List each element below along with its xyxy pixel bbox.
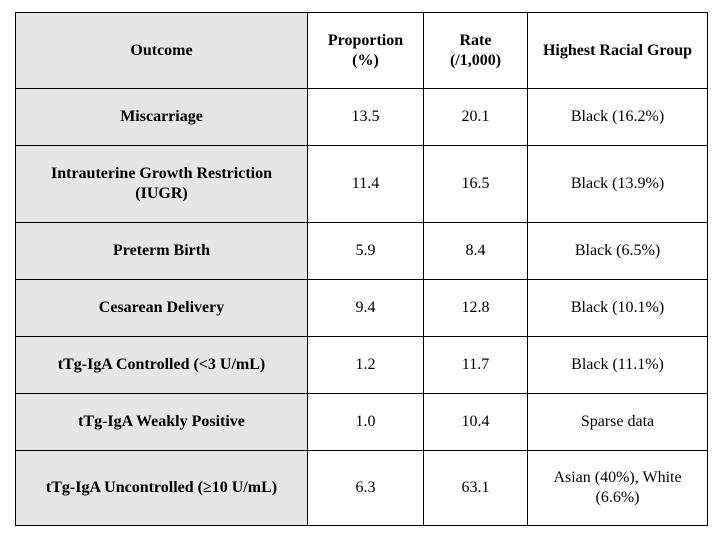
cell-proportion: 1.2 [307, 336, 424, 394]
cell-group: Black (6.5%) [527, 222, 708, 280]
cell-proportion: 5.9 [307, 222, 424, 280]
cell-rate: 11.7 [423, 336, 528, 394]
cell-group: Sparse data [527, 393, 708, 451]
cell-outcome: tTg-IgA Uncontrolled (≥10 U/mL) [15, 450, 308, 526]
cell-outcome: Miscarriage [15, 88, 308, 146]
cell-group: Black (10.1%) [527, 279, 708, 337]
cell-proportion: 11.4 [307, 145, 424, 223]
table-row: Intrauterine Growth Restriction (IUGR) 1… [15, 145, 708, 223]
header-proportion: Proportion (%) [307, 12, 424, 89]
table-header-row: Outcome Proportion (%) Rate (/1,000) Hig… [15, 12, 708, 89]
cell-proportion: 9.4 [307, 279, 424, 337]
cell-outcome: tTg-IgA Weakly Positive [15, 393, 308, 451]
table-row: Preterm Birth 5.9 8.4 Black (6.5%) [15, 222, 708, 280]
cell-proportion: 1.0 [307, 393, 424, 451]
cell-rate: 63.1 [423, 450, 528, 526]
table-row: tTg-IgA Weakly Positive 1.0 10.4 Sparse … [15, 393, 708, 451]
cell-proportion: 13.5 [307, 88, 424, 146]
outcomes-table: Outcome Proportion (%) Rate (/1,000) Hig… [15, 12, 708, 526]
cell-group: Black (11.1%) [527, 336, 708, 394]
cell-proportion: 6.3 [307, 450, 424, 526]
header-outcome: Outcome [15, 12, 308, 89]
header-rate: Rate (/1,000) [423, 12, 528, 89]
table-row: tTg-IgA Uncontrolled (≥10 U/mL) 6.3 63.1… [15, 450, 708, 526]
cell-outcome: Preterm Birth [15, 222, 308, 280]
cell-outcome: tTg-IgA Controlled (<3 U/mL) [15, 336, 308, 394]
table-row: Miscarriage 13.5 20.1 Black (16.2%) [15, 88, 708, 146]
cell-group: Black (16.2%) [527, 88, 708, 146]
header-highest-racial-group: Highest Racial Group [527, 12, 708, 89]
cell-outcome: Intrauterine Growth Restriction (IUGR) [15, 145, 308, 223]
outcomes-table-container: Outcome Proportion (%) Rate (/1,000) Hig… [15, 12, 708, 526]
cell-rate: 10.4 [423, 393, 528, 451]
cell-group: Asian (40%), White (6.6%) [527, 450, 708, 526]
table-row: Cesarean Delivery 9.4 12.8 Black (10.1%) [15, 279, 708, 337]
cell-rate: 8.4 [423, 222, 528, 280]
cell-rate: 12.8 [423, 279, 528, 337]
cell-rate: 16.5 [423, 145, 528, 223]
cell-rate: 20.1 [423, 88, 528, 146]
table-row: tTg-IgA Controlled (<3 U/mL) 1.2 11.7 Bl… [15, 336, 708, 394]
cell-outcome: Cesarean Delivery [15, 279, 308, 337]
cell-group: Black (13.9%) [527, 145, 708, 223]
